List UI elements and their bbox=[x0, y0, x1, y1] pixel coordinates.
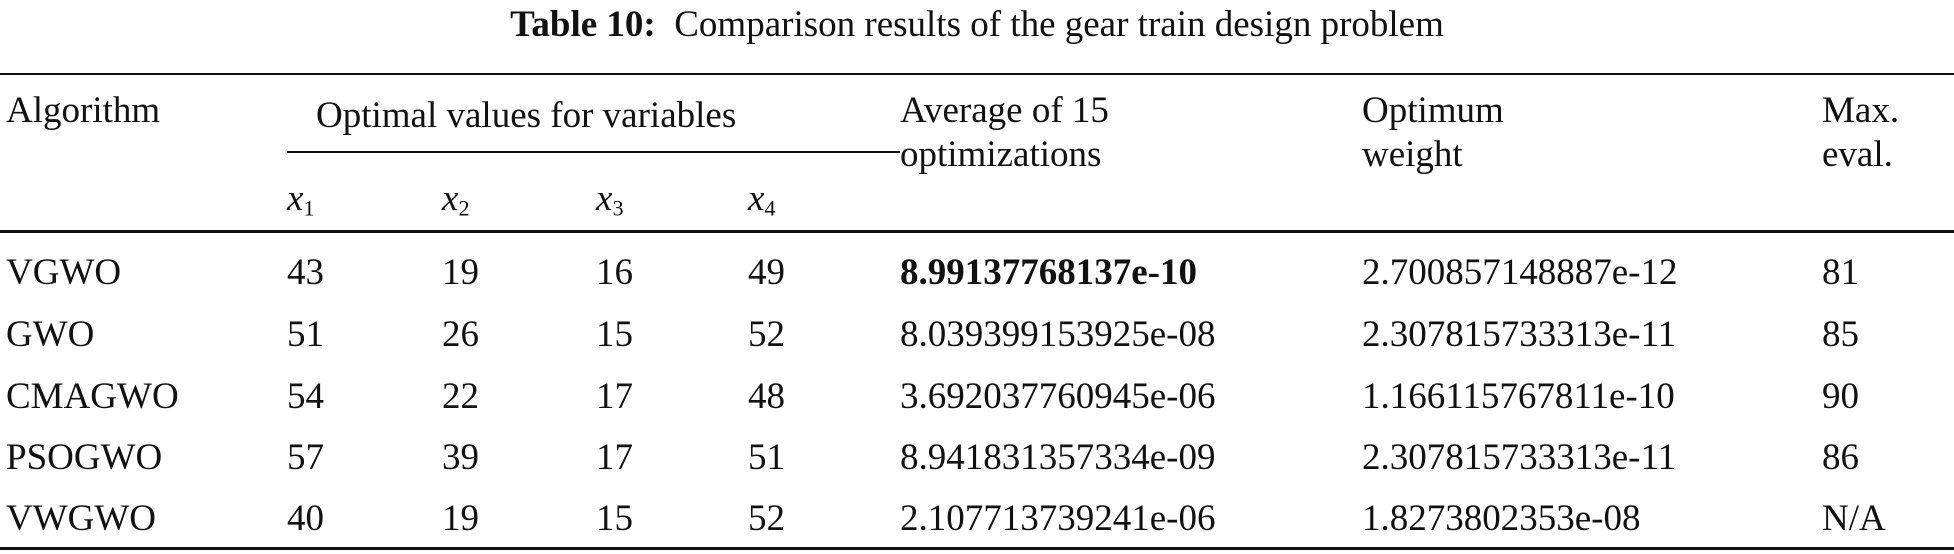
cell-x3: 15 bbox=[596, 314, 633, 355]
cell-x2: 22 bbox=[442, 376, 479, 417]
cell-max-eval: 90 bbox=[1822, 376, 1859, 417]
cell-x4: 52 bbox=[748, 314, 785, 355]
cell-average: 2.107713739241e-06 bbox=[900, 498, 1216, 539]
cell-average: 8.039399153925e-08 bbox=[900, 314, 1216, 355]
cell-x1: 54 bbox=[287, 376, 324, 417]
cell-optimum: 1.166115767811e-10 bbox=[1362, 376, 1675, 417]
header-x4: x4 bbox=[748, 178, 776, 221]
cell-optimum: 2.700857148887e-12 bbox=[1362, 252, 1678, 293]
cell-x3: 17 bbox=[596, 376, 633, 417]
cell-average: 8.941831357334e-09 bbox=[900, 437, 1216, 478]
table-caption: Table 10: Comparison results of the gear… bbox=[0, 6, 1954, 43]
header-x1: x1 bbox=[287, 178, 315, 221]
cell-max-eval: 86 bbox=[1822, 437, 1859, 478]
top-rule bbox=[0, 73, 1954, 75]
header-x2: x2 bbox=[442, 178, 470, 221]
cell-x4: 49 bbox=[748, 252, 785, 293]
variables-group-rule bbox=[287, 151, 900, 153]
cell-x3: 15 bbox=[596, 498, 633, 539]
cell-average: 8.99137768137e-10 bbox=[900, 252, 1197, 293]
cell-optimum: 2.307815733313e-11 bbox=[1362, 437, 1677, 478]
header-rule bbox=[0, 230, 1954, 233]
cell-algorithm: VGWO bbox=[6, 252, 122, 293]
cell-optimum: 1.8273802353e-08 bbox=[1362, 498, 1641, 539]
header-algorithm: Algorithm bbox=[6, 90, 161, 131]
cell-average: 3.692037760945e-06 bbox=[900, 376, 1216, 417]
cell-max-eval: 81 bbox=[1822, 252, 1859, 293]
cell-x3: 16 bbox=[596, 252, 633, 293]
cell-x3: 17 bbox=[596, 437, 633, 478]
cell-x1: 40 bbox=[287, 498, 324, 539]
header-average-line1: Average of 15 bbox=[900, 90, 1109, 131]
cell-x2: 19 bbox=[442, 252, 479, 293]
cell-optimum: 2.307815733313e-11 bbox=[1362, 314, 1677, 355]
cell-algorithm: CMAGWO bbox=[6, 376, 179, 417]
cell-max-eval: 85 bbox=[1822, 314, 1859, 355]
cell-algorithm: VWGWO bbox=[6, 498, 157, 539]
cell-algorithm: PSOGWO bbox=[6, 437, 163, 478]
cell-x4: 51 bbox=[748, 437, 785, 478]
header-optimum-line2: weight bbox=[1362, 134, 1463, 175]
cell-x1: 43 bbox=[287, 252, 324, 293]
header-x3: x3 bbox=[596, 178, 624, 221]
cell-x1: 57 bbox=[287, 437, 324, 478]
header-variables-group: Optimal values for variables bbox=[316, 95, 737, 136]
table-title: Comparison results of the gear train des… bbox=[674, 4, 1444, 45]
cell-x1: 51 bbox=[287, 314, 324, 355]
cell-x2: 26 bbox=[442, 314, 479, 355]
header-average-line2: optimizations bbox=[900, 134, 1102, 175]
cell-algorithm: GWO bbox=[6, 314, 95, 355]
cell-x2: 39 bbox=[442, 437, 479, 478]
cell-x4: 48 bbox=[748, 376, 785, 417]
bottom-rule bbox=[0, 547, 1954, 550]
header-maxeval-line1: Max. bbox=[1822, 90, 1900, 131]
table-label: Table 10: bbox=[510, 4, 656, 45]
cell-x4: 52 bbox=[748, 498, 785, 539]
header-maxeval-line2: eval. bbox=[1822, 134, 1893, 175]
header-optimum-line1: Optimum bbox=[1362, 90, 1504, 131]
cell-x2: 19 bbox=[442, 498, 479, 539]
cell-max-eval: N/A bbox=[1822, 498, 1886, 539]
